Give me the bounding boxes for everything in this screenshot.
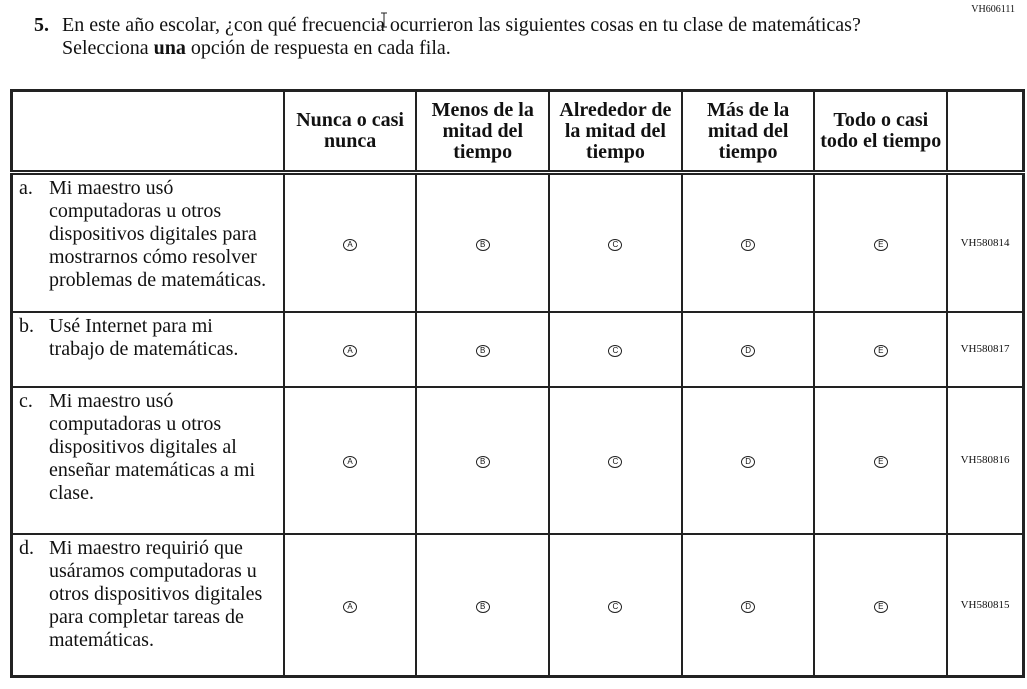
question-number: 5.: [34, 14, 49, 36]
question-text: En este año escolar, ¿con qué frecuencia…: [62, 14, 882, 60]
row-letter: d.: [19, 536, 34, 559]
option-cell[interactable]: B: [415, 385, 551, 535]
answer-bubble-d[interactable]: D: [741, 238, 756, 251]
answer-bubble-d[interactable]: D: [741, 456, 756, 468]
statement-cell: b. Usé Internet para mi trabajo de matemá…: [10, 310, 285, 388]
row-item-id: VH580815: [946, 532, 1025, 678]
answer-bubble-b[interactable]: B: [475, 238, 490, 251]
column-header: Más de la mitad del tiempo: [680, 89, 816, 175]
row-letter: c.: [19, 389, 33, 412]
column-header: Nunca o casi nunca: [282, 89, 418, 175]
option-cell[interactable]: B: [415, 310, 551, 388]
answer-bubble-b[interactable]: B: [475, 600, 490, 613]
answer-bubble-c[interactable]: C: [608, 345, 623, 357]
option-cell[interactable]: D: [680, 310, 816, 388]
answer-bubble-a[interactable]: A: [343, 345, 358, 357]
option-cell[interactable]: C: [548, 310, 683, 388]
question-text-part: opción de respuesta en cada fila.: [185, 37, 451, 59]
row-statement: Usé Internet para mi trabajo de matemáti…: [49, 314, 239, 360]
row-statement: Mi maestro requirió que usáramos computa…: [49, 536, 263, 651]
answer-bubble-d[interactable]: D: [741, 345, 756, 357]
row-letter: a.: [19, 177, 33, 199]
option-cell[interactable]: E: [813, 532, 949, 678]
answer-bubble-b[interactable]: B: [475, 456, 490, 468]
column-header: Menos de la mitad del tiempo: [415, 89, 551, 175]
option-cell[interactable]: D: [680, 532, 816, 678]
header-blank: [946, 89, 1025, 175]
question-text-part: En este año escolar, ¿con qué frecuencia…: [62, 14, 861, 59]
statement-cell: d. Mi maestro requirió que usáramos compu…: [10, 532, 285, 678]
option-cell[interactable]: D: [680, 171, 816, 313]
item-code: VH606111: [971, 4, 1015, 15]
answer-bubble-c[interactable]: C: [608, 456, 623, 468]
column-header: Todo o casi todo el tiempo: [813, 89, 949, 175]
column-header: Alrededor de la mitad del tiempo: [548, 89, 683, 175]
header-blank: [10, 89, 285, 175]
answer-bubble-d[interactable]: D: [741, 600, 756, 613]
option-cell[interactable]: A: [282, 171, 418, 313]
answer-bubble-e[interactable]: E: [873, 456, 888, 468]
option-cell[interactable]: E: [813, 310, 949, 388]
answer-bubble-e[interactable]: E: [873, 238, 888, 251]
row-item-id: VH580817: [946, 310, 1025, 388]
option-cell[interactable]: E: [813, 385, 949, 535]
table-row: d. Mi maestro requirió que usáramos compu…: [10, 532, 1025, 678]
answer-bubble-a[interactable]: A: [343, 600, 358, 613]
option-cell[interactable]: B: [415, 171, 551, 313]
option-cell[interactable]: A: [282, 532, 418, 678]
question-text-bold: una: [153, 37, 186, 59]
option-cell[interactable]: B: [415, 532, 551, 678]
row-item-id: VH580816: [946, 385, 1025, 535]
option-cell[interactable]: A: [282, 385, 418, 535]
option-cell[interactable]: C: [548, 385, 683, 535]
table-row: b. Usé Internet para mi trabajo de matemá…: [10, 310, 1025, 388]
statement-cell: a. Mi maestro usó computadoras u otros di…: [10, 171, 285, 313]
table-row: a. Mi maestro usó computadoras u otros di…: [10, 171, 1025, 313]
answer-bubble-a[interactable]: A: [343, 238, 358, 251]
answer-bubble-b[interactable]: B: [475, 345, 490, 357]
answer-bubble-a[interactable]: A: [343, 456, 358, 468]
text-cursor-icon: [381, 12, 387, 28]
answer-bubble-c[interactable]: C: [608, 238, 623, 251]
option-cell[interactable]: C: [548, 171, 683, 313]
answer-bubble-c[interactable]: C: [608, 600, 623, 613]
row-item-id: VH580814: [946, 171, 1025, 313]
option-cell[interactable]: A: [282, 310, 418, 388]
answer-bubble-e[interactable]: E: [873, 345, 888, 357]
statement-cell: c. Mi maestro usó computadoras u otros di…: [10, 385, 285, 535]
option-cell[interactable]: D: [680, 385, 816, 535]
header-row: Nunca o casi nunca Menos de la mitad del…: [10, 89, 1025, 175]
table-row: c. Mi maestro usó computadoras u otros di…: [10, 385, 1025, 535]
row-statement: Mi maestro usó computadoras u otros disp…: [49, 389, 256, 504]
row-statement: Mi maestro usó computadoras u otros disp…: [49, 177, 267, 291]
option-cell[interactable]: E: [813, 171, 949, 313]
answer-bubble-e[interactable]: E: [873, 600, 888, 613]
option-cell[interactable]: C: [548, 532, 683, 678]
row-letter: b.: [19, 314, 34, 337]
response-grid: Nunca o casi nunca Menos de la mitad del…: [10, 89, 1025, 678]
